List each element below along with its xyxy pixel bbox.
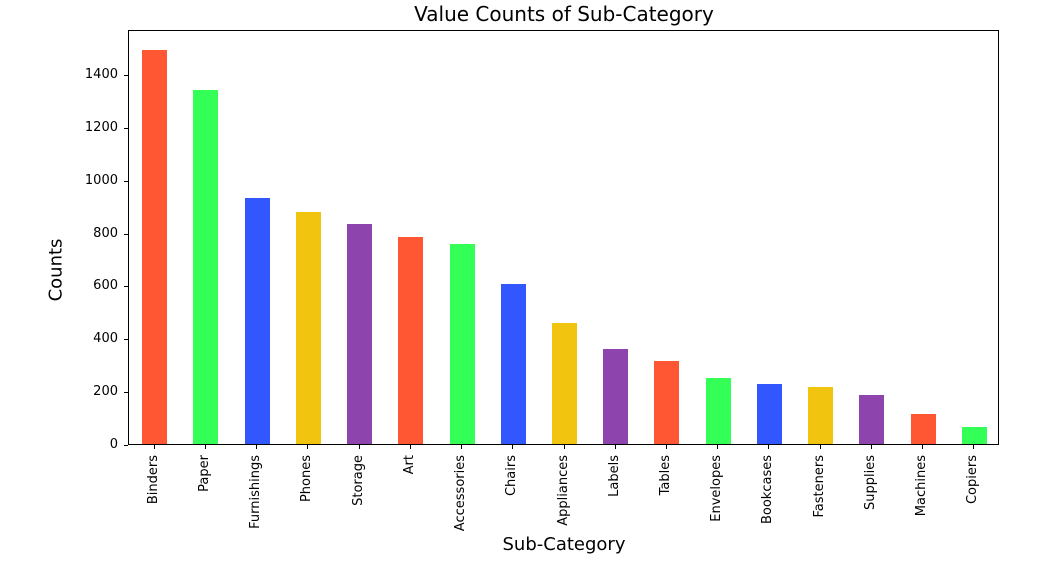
bar-art: [398, 236, 424, 444]
x-tick-label: Furnishings: [248, 455, 264, 529]
bar-labels: [603, 349, 629, 444]
x-tick-label: Copiers: [965, 455, 981, 505]
x-axis-label: Sub-Category: [502, 534, 626, 555]
plot-area: [128, 30, 999, 445]
bar-machines: [910, 413, 936, 444]
y-tick-label: 600: [93, 278, 118, 294]
x-tick-label: Phones: [299, 455, 315, 503]
bar-paper: [193, 90, 219, 444]
x-tick-label: Bookcases: [760, 455, 776, 525]
x-tick-label: Envelopes: [709, 455, 725, 522]
x-tick-label: Chairs: [504, 455, 520, 497]
x-tick-label: Labels: [606, 455, 622, 497]
y-tick-label: 400: [93, 331, 118, 347]
x-tick-label: Storage: [350, 455, 366, 506]
bar-appliances: [552, 322, 577, 444]
y-tick-label: 1000: [84, 172, 118, 188]
y-tick-label: 0: [109, 437, 118, 452]
x-tick-label: Machines: [914, 455, 930, 517]
x-tick-label: Fasteners: [811, 455, 827, 518]
bar-tables: [654, 361, 680, 444]
bar-binders: [142, 49, 168, 444]
y-tick-label: 200: [93, 384, 118, 400]
x-tick-label: Supplies: [862, 455, 878, 510]
bar-chairs: [500, 283, 526, 444]
bar-storage: [347, 223, 373, 444]
y-axis-label: Counts: [45, 238, 67, 302]
bar-accessories: [449, 244, 475, 444]
bar-envelopes: [705, 378, 731, 444]
x-tick-label: Paper: [196, 455, 212, 492]
x-tick-label: Art: [401, 455, 417, 475]
y-tick-label: 800: [93, 225, 118, 241]
bar-phones: [295, 212, 321, 444]
bar-copiers: [961, 426, 987, 444]
bar-furnishings: [244, 197, 270, 444]
chart-title: Value Counts of Sub-Category: [414, 2, 714, 26]
y-tick-label: 1400: [84, 67, 118, 82]
bar-supplies: [859, 394, 885, 444]
bar-fasteners: [808, 387, 834, 444]
x-tick-label: Binders: [145, 455, 161, 505]
x-tick-label: Appliances: [555, 455, 571, 526]
y-tick-label: 1200: [84, 119, 118, 135]
x-tick-label: Tables: [657, 455, 673, 496]
x-tick-label: Accessories: [453, 455, 469, 532]
bar-bookcases: [756, 384, 782, 444]
